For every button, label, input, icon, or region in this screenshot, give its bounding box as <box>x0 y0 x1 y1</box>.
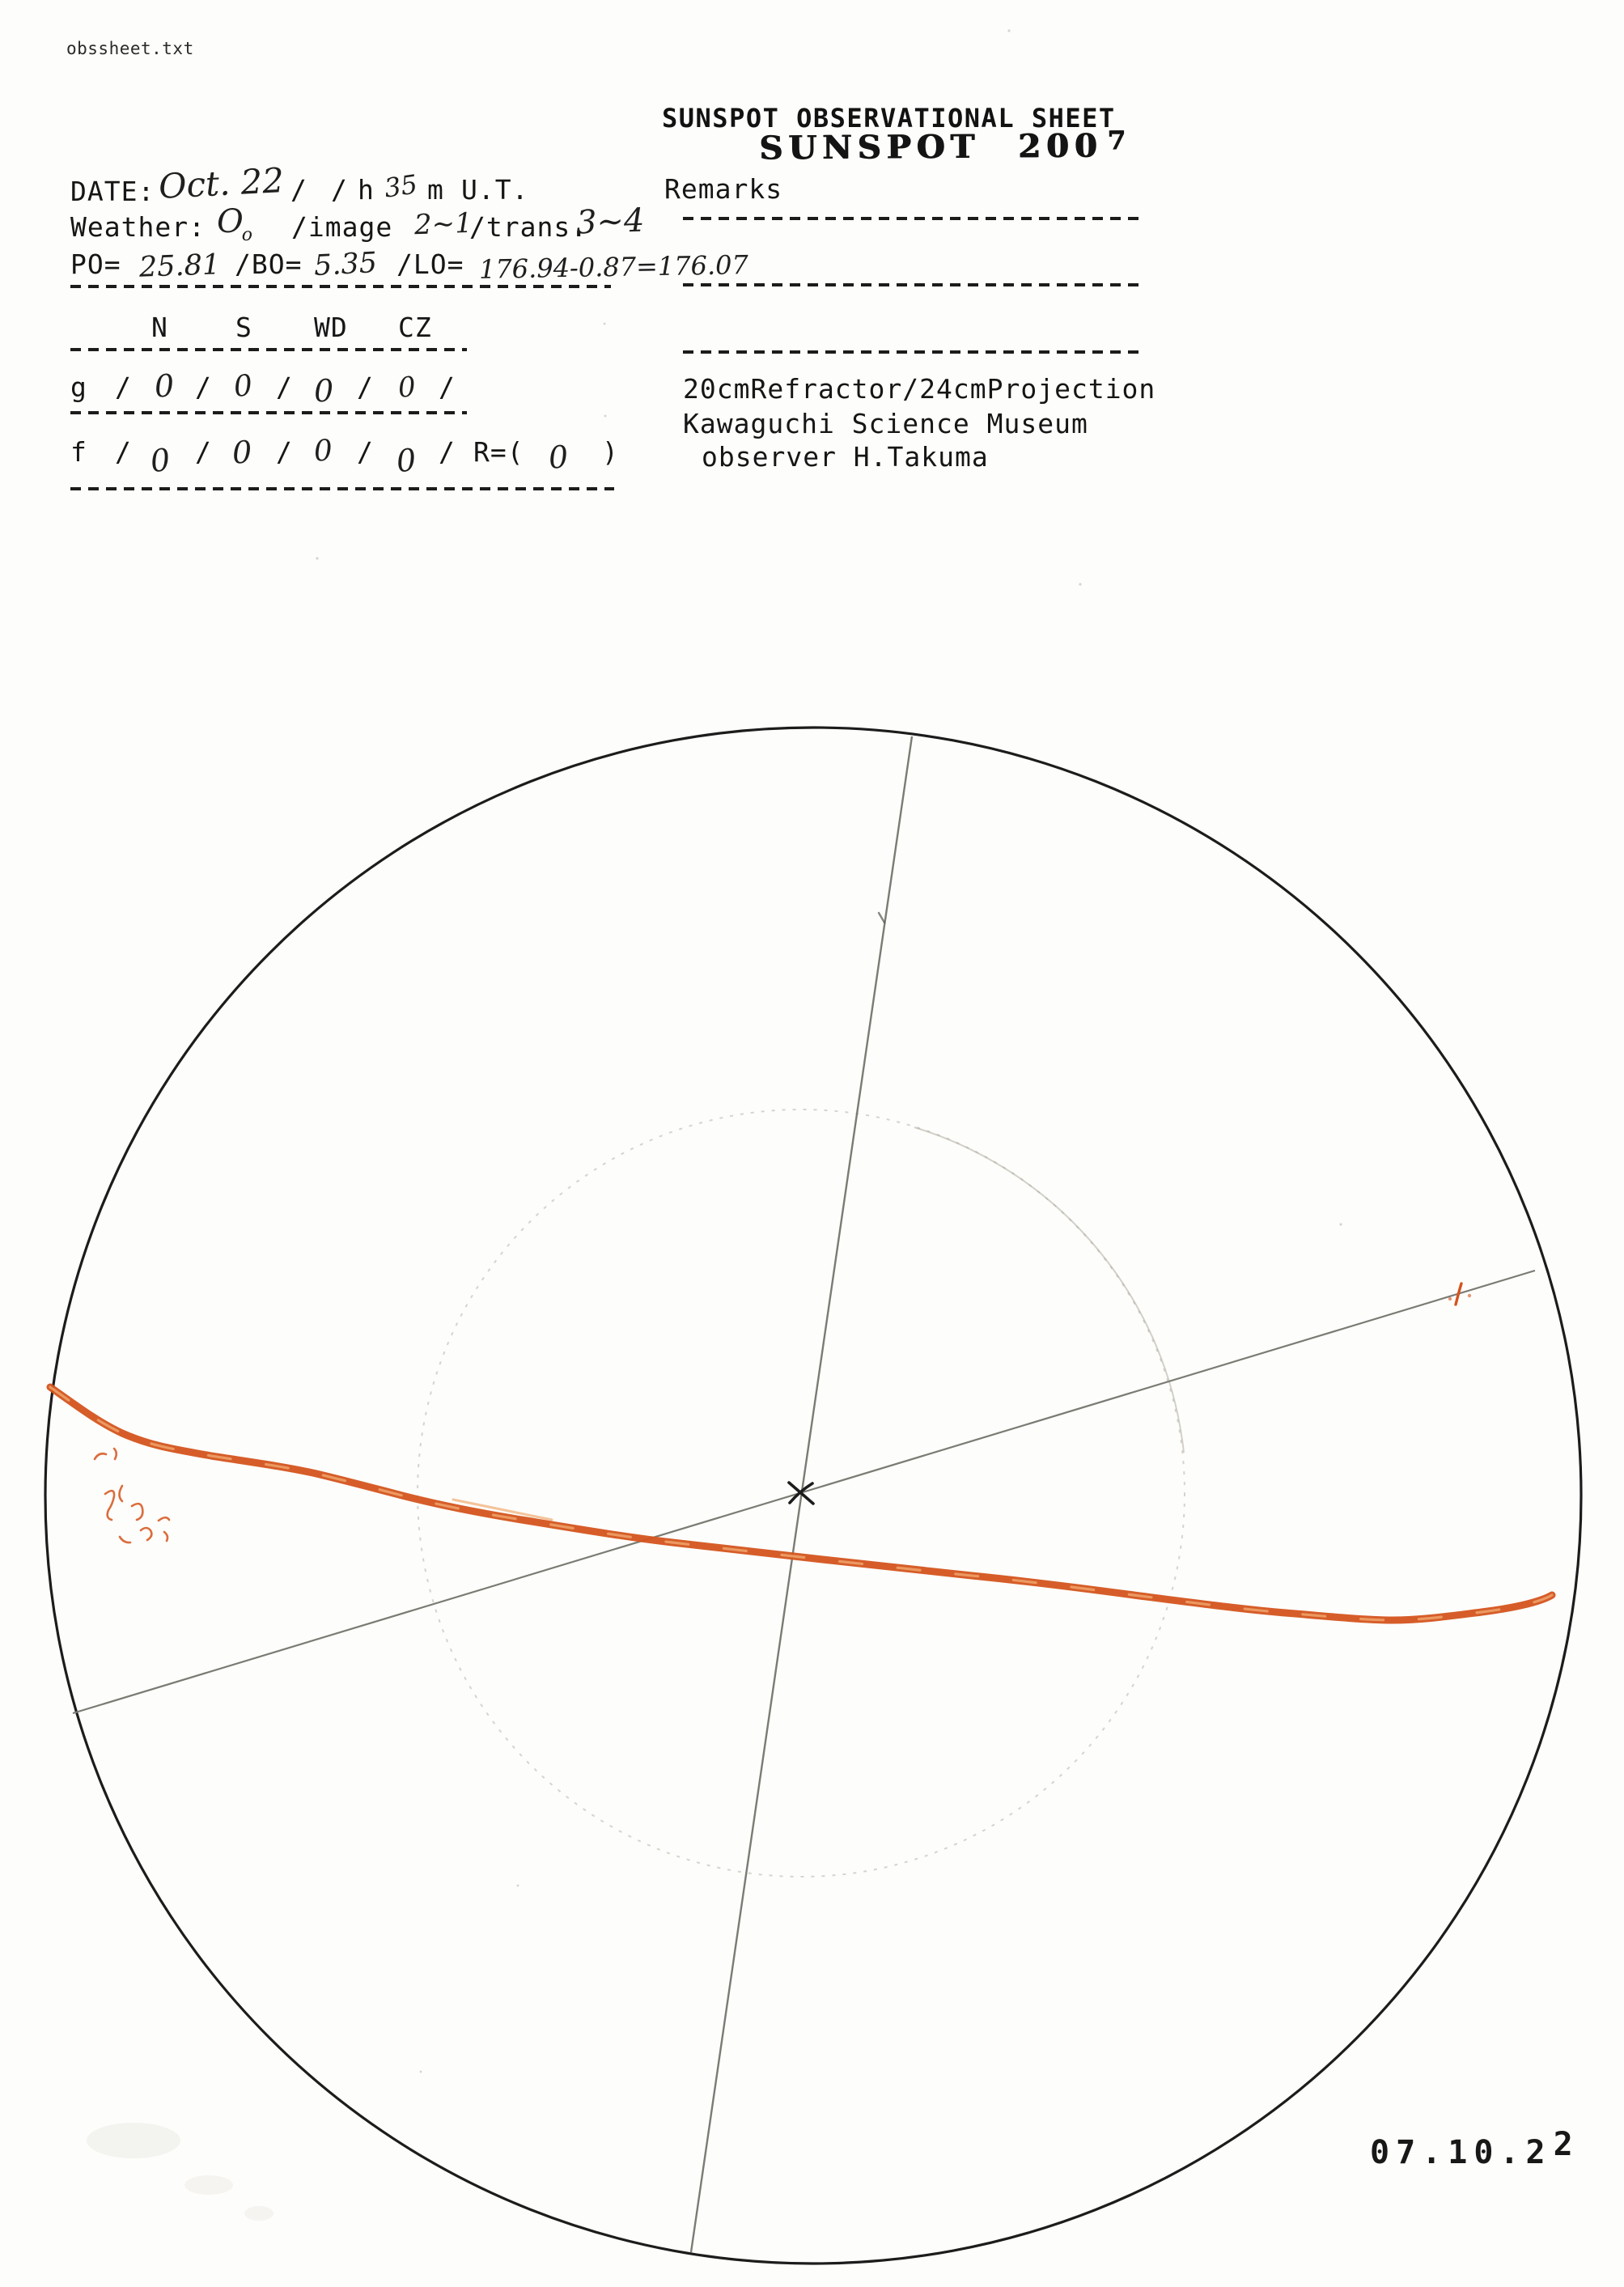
f-slash-4: / <box>357 436 374 468</box>
f-value-wd: 0 <box>312 434 334 469</box>
g-slash-3: / <box>276 371 293 403</box>
observation-date-stamp: 07.10.22 <box>1370 2128 1579 2171</box>
weather-value-handwritten: Oo <box>217 203 254 244</box>
po-value-handwritten: 25.81 <box>138 248 221 284</box>
orange-scribbles <box>93 1447 171 1544</box>
equator-grid-line <box>72 1269 1536 1715</box>
trans-value-handwritten: 3~4 <box>575 202 646 242</box>
dashed-rule <box>683 217 1141 220</box>
column-header-cz: CZ <box>398 312 432 343</box>
g-slash-4: / <box>357 371 374 403</box>
f-row-label: f <box>70 436 87 468</box>
bo-value-handwritten: 5.35 <box>312 246 378 283</box>
r-close-label: ) <box>602 436 619 468</box>
dashed-rule <box>70 487 614 490</box>
sunspot-side-streak <box>452 1498 553 1521</box>
f-value-n: 0 <box>148 441 172 480</box>
dashed-rule <box>683 350 1141 354</box>
weather-subscript: o <box>241 225 253 245</box>
equipment-line: 20cmRefractor/24cmProjection <box>683 373 1156 405</box>
f-slash-5: / <box>439 436 456 468</box>
g-value-s: 0 <box>231 368 254 405</box>
dashed-rule <box>70 411 467 414</box>
date-stamp-text: 07.10.2 <box>1370 2134 1552 2171</box>
minute-label: m <box>427 174 444 206</box>
image-label: /image <box>291 211 393 243</box>
g-value-n: 0 <box>153 367 176 405</box>
sheet-title: SUNSPOT OBSERVATIONAL SHEET <box>662 103 1116 134</box>
sunspot-path-highlight <box>49 1385 1554 1622</box>
sunspot-year-stamp: SUNSPOT 200 7 <box>759 125 1131 167</box>
g-slash-2: / <box>195 371 212 403</box>
date-separator-2: / <box>331 174 348 206</box>
date-label: DATE: <box>70 176 155 207</box>
file-name-label: obssheet.txt <box>66 39 194 58</box>
date-stamp-superscript: 2 <box>1553 2126 1579 2163</box>
dashed-rule <box>70 285 611 288</box>
dashed-rule <box>683 283 1141 286</box>
remarks-label: Remarks <box>664 173 783 205</box>
pen-tick-mark <box>877 911 886 924</box>
orange-tick-mark <box>1454 1282 1463 1306</box>
date-separator-1: / <box>290 174 307 206</box>
f-value-cz: 0 <box>394 441 418 480</box>
column-header-s: S <box>235 312 252 343</box>
f-slash-1: / <box>115 436 132 468</box>
r-value-handwritten: 0 <box>547 439 570 476</box>
column-header-n: N <box>151 312 168 343</box>
column-header-wd: WD <box>314 312 348 343</box>
f-value-s: 0 <box>231 434 253 471</box>
image-value-handwritten: 2~1 <box>413 206 473 242</box>
weather-label: Weather: <box>70 211 206 243</box>
ut-label: U.T. <box>461 174 529 206</box>
g-slash-5: / <box>439 371 456 403</box>
trans-label: /trans. <box>469 211 588 243</box>
scan-smudges <box>87 2123 273 2221</box>
lo-label: /LO= <box>396 248 464 280</box>
scan-specks <box>316 29 1342 2073</box>
g-value-cz: 0 <box>396 371 418 405</box>
dashed-rule <box>70 348 467 351</box>
po-label: PO= <box>70 248 121 280</box>
observer-line: observer H.Takuma <box>702 441 989 473</box>
stamp-superscript: 7 <box>1107 125 1131 156</box>
weather-symbol: O <box>217 203 244 240</box>
center-cross-mark <box>787 1481 815 1505</box>
g-row-label: g <box>70 371 87 403</box>
r-open-label: R=( <box>473 436 524 468</box>
g-value-wd: 0 <box>313 372 334 409</box>
g-slash-1: / <box>115 371 132 403</box>
date-value-handwritten: Oct. 22 <box>157 159 286 207</box>
faint-inner-circle-arc <box>914 1127 1185 1453</box>
institution-line: Kawaguchi Science Museum <box>683 408 1088 439</box>
faint-inner-circle <box>417 1109 1185 1878</box>
f-slash-2: / <box>195 436 212 468</box>
orange-tick-dots <box>1448 1293 1472 1301</box>
hour-label: h <box>358 174 375 206</box>
lo-value-handwritten: 176.94-0.87=176.07 <box>478 249 749 285</box>
stamp-text: SUNSPOT 200 <box>758 126 1103 168</box>
bo-label: /BO= <box>235 248 303 280</box>
f-slash-3: / <box>276 436 293 468</box>
solar-disk-outline <box>44 726 1583 2265</box>
minute-value-handwritten: 35 <box>382 168 420 204</box>
